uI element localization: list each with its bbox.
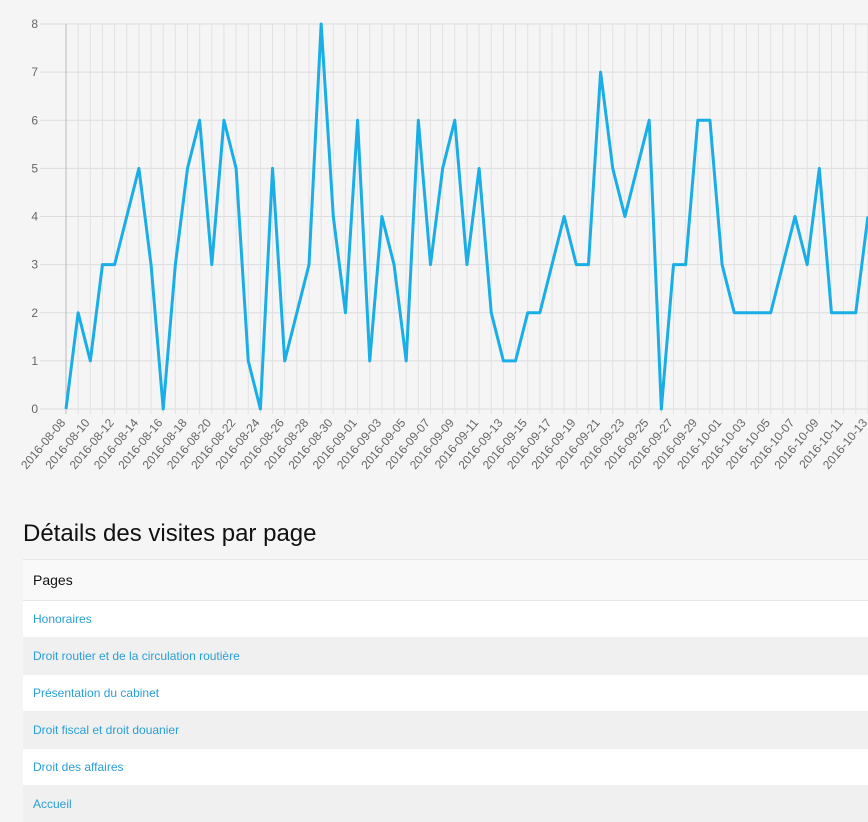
y-tick-label: 6 [31,113,38,127]
table-header-row: Pages [23,560,868,601]
y-tick-label: 2 [31,306,38,320]
table-row: Droit fiscal et droit douanier [23,712,868,749]
chart-grid [40,24,868,414]
y-tick-label: 5 [31,161,38,175]
table-row: Honoraires [23,601,868,638]
table-row: Présentation du cabinet [23,675,868,712]
y-tick-label: 4 [31,210,38,224]
details-title: Détails des visites par page [23,520,316,548]
y-tick-label: 0 [31,402,38,416]
y-tick-label: 1 [31,354,38,368]
table-row: Accueil [23,786,868,822]
pages-column-header: Pages [23,560,868,601]
visits-line-chart: 0 1 2 3 4 5 6 7 8 2016-08-082016-08-102016-08-12… [0,0,868,490]
page-link[interactable]: Honoraires [33,612,92,626]
y-tick-label: 3 [31,258,38,272]
page-link[interactable]: Droit fiscal et droit douanier [33,723,179,737]
y-tick-label: 7 [31,65,38,79]
page-link[interactable]: Droit routier et de la circulation routi… [33,649,240,663]
x-axis-ticks: 2016-08-082016-08-102016-08-122016-08-14… [18,416,868,472]
y-axis-ticks: 0 1 2 3 4 5 6 7 8 [31,17,38,416]
page-link[interactable]: Droit des affaires [33,760,124,774]
pages-table: Pages Honoraires Droit routier et de la … [23,559,868,822]
table-row: Droit routier et de la circulation routi… [23,638,868,675]
y-tick-label: 8 [31,17,38,31]
page-link[interactable]: Présentation du cabinet [33,686,159,700]
page-link[interactable]: Accueil [33,797,72,811]
table-row: Droit des affaires [23,749,868,786]
